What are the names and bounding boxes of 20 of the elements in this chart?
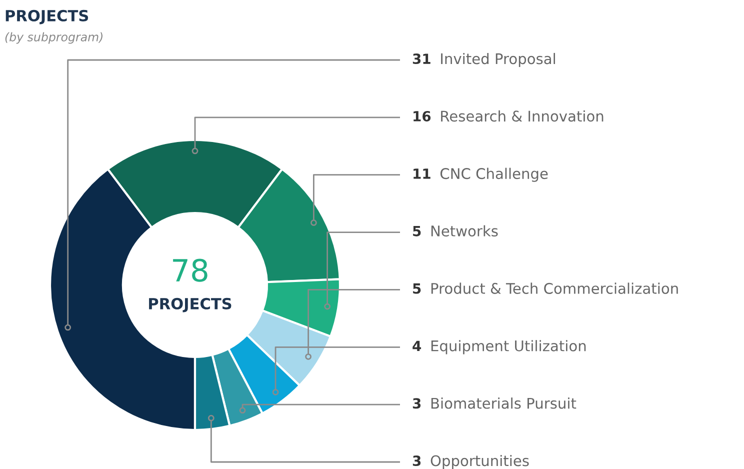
data-label: 16 — [414, 110, 431, 122]
chart-title: PROJECTS — [6, 10, 88, 24]
slice-label: Opportunities — [430, 454, 529, 469]
slice-label: Research & Innovation — [441, 110, 604, 122]
data-label: 5 — [413, 283, 421, 294]
slice-label: Invited Proposal — [441, 52, 555, 68]
data-label: 11 — [414, 168, 430, 179]
text: 78 — [173, 258, 208, 282]
slice-label: Product & Tech Commercialization — [431, 282, 678, 294]
text: PROJECTS — [149, 298, 232, 312]
slice-label: CNC Challenge — [440, 168, 548, 182]
slice-label: Equipment Utilization — [431, 340, 586, 354]
chart-subtitle: (by subprogram) — [5, 32, 102, 44]
slice-label: Networks — [431, 225, 498, 237]
data-label: 4 — [412, 340, 422, 351]
data-label: 3 — [412, 398, 421, 409]
slice-label: Biomaterials Pursuit — [431, 398, 576, 409]
data-label: 31 — [412, 54, 430, 64]
data-label: 3 — [412, 456, 421, 466]
data-label: 5 — [413, 226, 421, 236]
